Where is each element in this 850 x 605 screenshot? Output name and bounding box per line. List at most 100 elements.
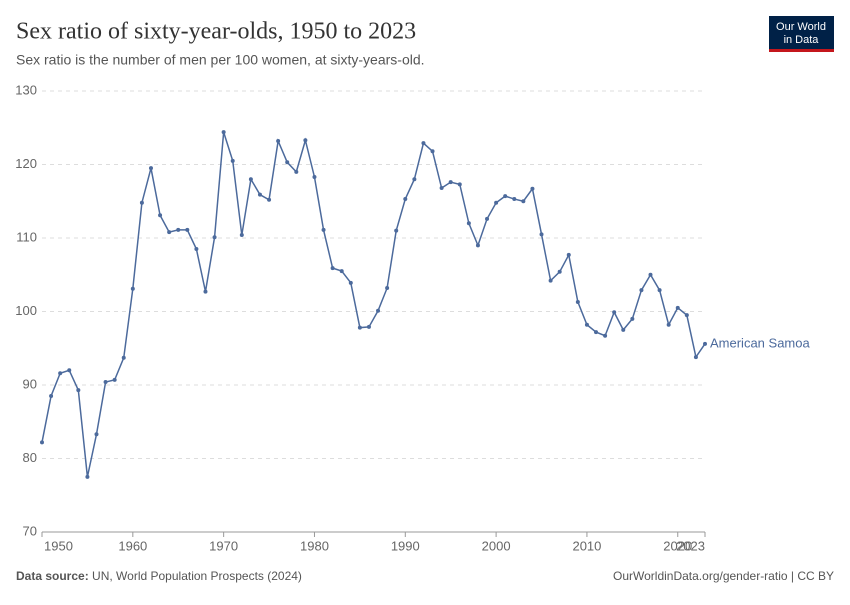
point xyxy=(267,197,272,202)
point xyxy=(58,371,63,376)
point xyxy=(40,440,44,445)
point xyxy=(630,316,635,321)
point xyxy=(366,324,371,329)
point xyxy=(67,368,72,373)
logo-text: in Data xyxy=(784,34,820,46)
point xyxy=(294,169,299,174)
point xyxy=(412,177,417,182)
point xyxy=(503,194,508,199)
point xyxy=(285,160,290,165)
point xyxy=(248,177,253,182)
point xyxy=(303,138,308,143)
logo-text: Our World xyxy=(776,21,826,33)
y-tick-label: 130 xyxy=(15,82,37,97)
x-tick-label: 2020 xyxy=(663,538,692,553)
point xyxy=(621,327,626,332)
point xyxy=(530,186,535,191)
point xyxy=(457,182,462,187)
point xyxy=(49,394,54,399)
point xyxy=(575,299,580,304)
y-tick-label: 80 xyxy=(23,450,37,465)
point xyxy=(603,333,608,338)
point xyxy=(94,432,99,437)
point xyxy=(121,355,126,360)
point xyxy=(130,286,135,291)
x-tick-label: 1970 xyxy=(209,538,238,553)
y-tick-label: 110 xyxy=(16,229,37,244)
y-tick-label: 90 xyxy=(23,376,37,391)
point xyxy=(648,272,653,277)
point xyxy=(176,227,181,232)
point xyxy=(348,280,353,285)
point xyxy=(485,216,490,221)
x-tick-label: 2010 xyxy=(572,538,601,553)
point xyxy=(475,243,480,248)
point xyxy=(639,288,644,293)
logo-box xyxy=(769,16,834,50)
source-label: Data source: xyxy=(16,569,89,583)
point xyxy=(194,247,199,252)
chart-title: Sex ratio of sixty-year-olds, 1950 to 20… xyxy=(16,19,416,45)
x-tick-label: 2000 xyxy=(482,538,511,553)
subtitle: Sex ratio is the number of men per 100 w… xyxy=(16,52,425,68)
point xyxy=(703,341,707,346)
point xyxy=(439,186,444,191)
point xyxy=(112,377,117,382)
point xyxy=(584,322,589,327)
point xyxy=(594,330,599,335)
point xyxy=(466,221,471,226)
point xyxy=(312,174,317,179)
point xyxy=(448,180,453,185)
point xyxy=(85,474,90,479)
point xyxy=(167,230,172,235)
point xyxy=(566,252,571,257)
point xyxy=(675,305,680,310)
point xyxy=(557,269,562,274)
point xyxy=(221,130,226,135)
footer-credit: OurWorldinData.org/gender-ratio | CC BY xyxy=(613,569,834,583)
point xyxy=(203,289,208,294)
x-tick-label: 2023 xyxy=(676,538,705,553)
point xyxy=(212,235,217,240)
point xyxy=(339,269,344,274)
series-label: American Samoa xyxy=(710,335,810,350)
point xyxy=(185,227,190,232)
point xyxy=(148,166,153,171)
point xyxy=(158,213,163,218)
x-tick-label: 1990 xyxy=(391,538,420,553)
point xyxy=(257,192,262,197)
point xyxy=(430,149,435,154)
y-tick-label: 120 xyxy=(15,156,37,171)
y-tick-label: 100 xyxy=(15,303,37,318)
point xyxy=(376,308,381,313)
x-tick-label: 1950 xyxy=(44,538,73,553)
point xyxy=(494,200,499,205)
point xyxy=(693,355,698,360)
point xyxy=(330,266,335,271)
point xyxy=(421,141,426,146)
point xyxy=(394,228,399,233)
x-tick-label: 1980 xyxy=(300,538,329,553)
y-tick-label: 70 xyxy=(23,523,37,538)
point xyxy=(403,197,408,202)
point xyxy=(539,232,544,237)
source: UN, World Population Prospects (2024) xyxy=(92,569,302,583)
point xyxy=(103,380,108,385)
point xyxy=(239,233,244,238)
point xyxy=(276,138,281,143)
point xyxy=(521,199,526,204)
point xyxy=(321,227,326,232)
point xyxy=(666,322,671,327)
point xyxy=(612,310,617,315)
point xyxy=(657,288,662,293)
logo-bar xyxy=(769,49,834,52)
x-tick-label: 1960 xyxy=(118,538,147,553)
point xyxy=(684,313,689,318)
point xyxy=(230,158,235,163)
point xyxy=(385,285,390,290)
point xyxy=(548,278,553,283)
point xyxy=(512,197,517,202)
point xyxy=(76,388,81,393)
